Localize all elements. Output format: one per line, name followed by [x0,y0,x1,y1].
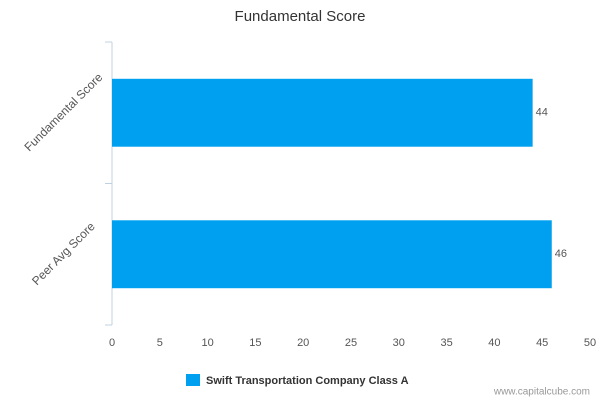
x-tick-label: 25 [345,337,357,349]
x-tick-label: 35 [440,337,452,349]
x-tick-label: 5 [157,337,163,349]
legend-label: Swift Transportation Company Class A [206,375,409,387]
x-tick-label: 40 [488,337,500,349]
data-label: 46 [555,248,567,260]
x-tick-label: 15 [249,337,261,349]
x-tick-label: 0 [109,337,115,349]
bar [112,220,552,289]
watermark: www.capitalcube.com [493,387,590,398]
x-tick-label: 20 [297,337,309,349]
x-tick-label: 10 [201,337,213,349]
x-tick-label: 30 [393,337,405,349]
bar [112,78,533,147]
x-tick-label: 50 [584,337,596,349]
data-label: 44 [536,107,548,119]
chart-title: Fundamental Score [235,8,366,25]
legend-swatch [186,374,200,386]
x-tick-label: 45 [536,337,548,349]
y-tick-label: Peer Avg Score [29,219,98,288]
y-tick-label: Fundamental Score [21,70,105,154]
